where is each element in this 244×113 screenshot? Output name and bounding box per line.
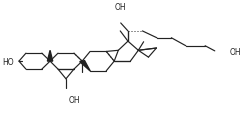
Text: OH: OH [69, 95, 81, 104]
Text: OH: OH [229, 48, 241, 56]
Text: HO: HO [2, 57, 14, 66]
Polygon shape [80, 61, 90, 71]
Text: OH: OH [114, 4, 126, 12]
Polygon shape [47, 51, 53, 62]
